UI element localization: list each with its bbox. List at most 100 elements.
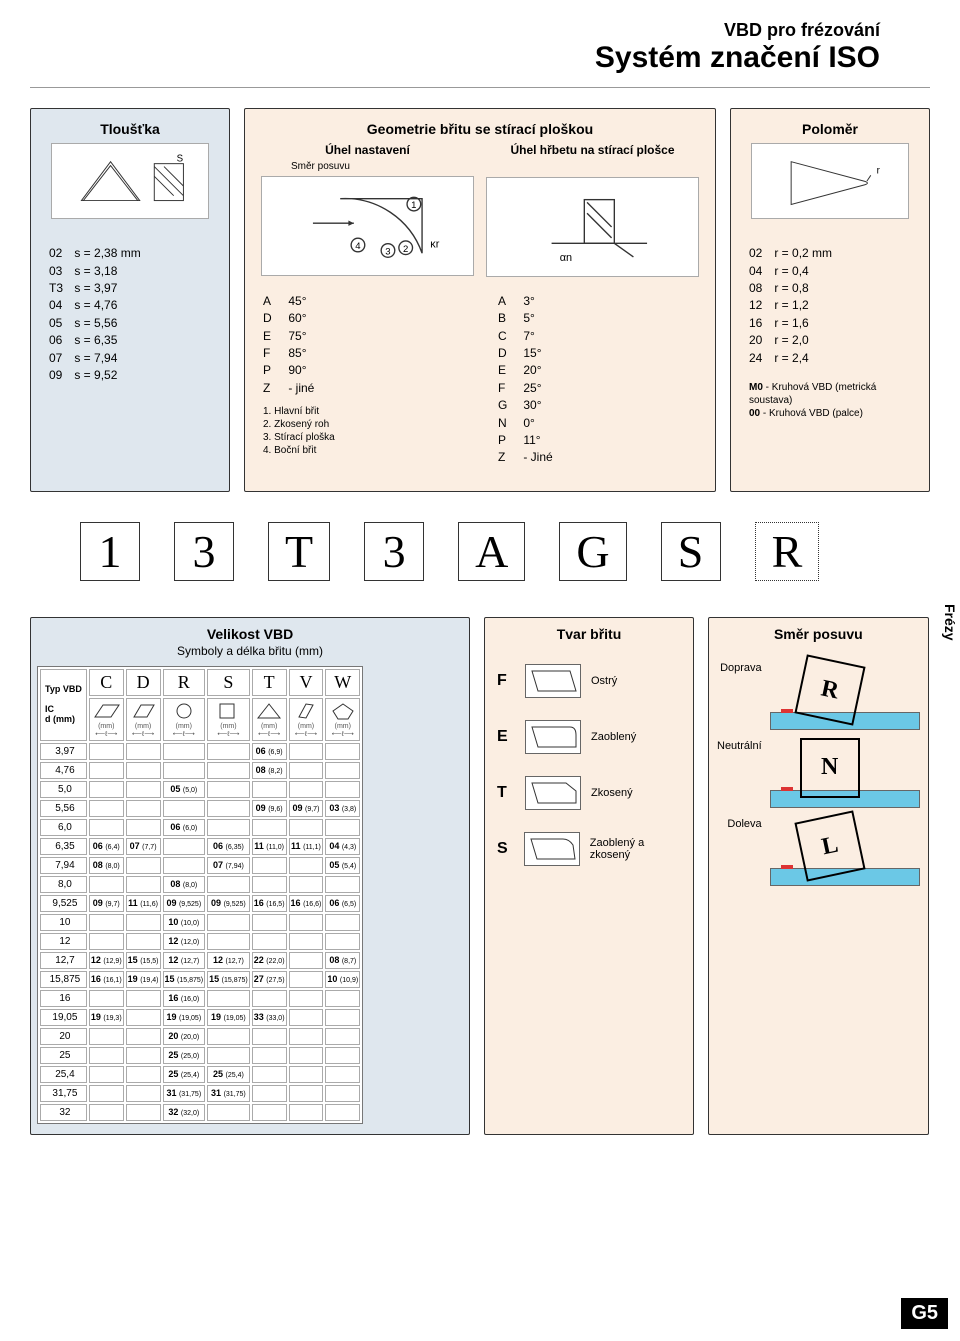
size-row: 19,0519 (19,3)19 (19,05)19 (19,05)33 (33… bbox=[40, 1009, 360, 1026]
code-box-3: 3 bbox=[364, 522, 424, 581]
radius-item: 16 r = 1,6 bbox=[749, 315, 911, 332]
shape-item-E: EZaoblený bbox=[497, 720, 681, 754]
header-line1: VBD pro frézování bbox=[30, 20, 880, 41]
size-row: 6,006 (6,0) bbox=[40, 819, 360, 836]
feed-item-N: NeutrálníN bbox=[717, 738, 920, 808]
svg-text:κr: κr bbox=[430, 239, 439, 251]
thickness-item: 06 s = 6,35 bbox=[49, 332, 211, 349]
svg-text:2: 2 bbox=[403, 244, 408, 255]
size-row: 8,008 (8,0) bbox=[40, 876, 360, 893]
thickness-item: 05 s = 5,56 bbox=[49, 315, 211, 332]
geom-angle-item: A 45° bbox=[263, 293, 462, 310]
side-tab-frezy: Frézy bbox=[940, 600, 960, 645]
geometry-box: Geometrie břitu se stírací ploškou Úhel … bbox=[244, 108, 716, 492]
code-strip: 13T3AGSR bbox=[80, 522, 930, 581]
shape-item-T: TZkosený bbox=[497, 776, 681, 810]
geom-relief-item: E 20° bbox=[498, 362, 697, 379]
thickness-diagram: S bbox=[51, 143, 209, 219]
code-box-0: 1 bbox=[80, 522, 140, 581]
shape-title: Tvar břitu bbox=[485, 618, 693, 650]
radius-notes: M0 - Kruhová VBD (metrická soustava)00 -… bbox=[749, 381, 911, 420]
size-row: 1212 (12,0) bbox=[40, 933, 360, 950]
size-row: 1616 (16,0) bbox=[40, 990, 360, 1007]
geom-relief-item: C 7° bbox=[498, 328, 697, 345]
svg-text:4: 4 bbox=[355, 241, 361, 252]
size-row: 31,7531 (31,75)31 (31,75) bbox=[40, 1085, 360, 1102]
geom-relief-item: P 11° bbox=[498, 432, 697, 449]
radius-item: 02 r = 0,2 mm bbox=[749, 245, 911, 262]
size-subtitle: Symboly a délka břitu (mm) bbox=[177, 644, 323, 658]
radius-item: 04 r = 0,4 bbox=[749, 263, 911, 280]
size-row: 5,005 (5,0) bbox=[40, 781, 360, 798]
shape-item-F: FOstrý bbox=[497, 664, 681, 698]
geometry-title: Geometrie břitu se stírací ploškou bbox=[245, 109, 715, 143]
geom-notes: 1. Hlavní břit2. Zkosený roh3. Stírací p… bbox=[263, 405, 462, 457]
geom-relief-item: G 30° bbox=[498, 397, 697, 414]
geom-angle-item: D 60° bbox=[263, 310, 462, 327]
geom-relief-item: N 0° bbox=[498, 415, 697, 432]
thickness-item: 02 s = 2,38 mm bbox=[49, 245, 211, 262]
size-row: 4,7608 (8,2) bbox=[40, 762, 360, 779]
code-box-7: R bbox=[755, 522, 820, 581]
code-box-1: 3 bbox=[174, 522, 234, 581]
geom-angle-item: F 85° bbox=[263, 345, 462, 362]
geom-relief-item: B 5° bbox=[498, 310, 697, 327]
size-row: 2525 (25,0) bbox=[40, 1047, 360, 1064]
size-row: 9,52509 (9,7)11 (11,6)09 (9,525)09 (9,52… bbox=[40, 895, 360, 912]
code-box-5: G bbox=[559, 522, 626, 581]
feed-panel: Směr posuvu DopravaRNeutrálníNDolevaL bbox=[708, 617, 929, 1135]
geom-relief-item: A 3° bbox=[498, 293, 697, 310]
feed-item-R: DopravaR bbox=[717, 660, 920, 730]
code-box-4: A bbox=[458, 522, 525, 581]
size-row: 1010 (10,0) bbox=[40, 914, 360, 931]
radius-title: Poloměr bbox=[731, 109, 929, 143]
svg-text:r: r bbox=[877, 165, 881, 176]
thickness-item: 09 s = 9,52 bbox=[49, 367, 211, 384]
geom-col1-title: Úhel nastavení bbox=[255, 143, 480, 157]
thickness-title: Tloušťka bbox=[31, 109, 229, 143]
thickness-item: 07 s = 7,94 bbox=[49, 350, 211, 367]
radius-list: 02 r = 0,2 mm04 r = 0,408 r = 0,812 r = … bbox=[731, 235, 929, 444]
size-row: 2020 (20,0) bbox=[40, 1028, 360, 1045]
geom-col2-title: Úhel hřbetu na stírací plošce bbox=[480, 143, 705, 157]
header-rule bbox=[30, 87, 930, 88]
radius-item: 20 r = 2,0 bbox=[749, 332, 911, 349]
geom-relief-item: D 15° bbox=[498, 345, 697, 362]
size-table: Typ VBDICd (mm)CDRSTVW(mm)⟵ℓ⟶(mm)⟵ℓ⟶(mm)… bbox=[37, 666, 363, 1124]
geom-diagram-1: 1 4 3 2 κr bbox=[261, 176, 474, 276]
radius-item: 08 r = 0,8 bbox=[749, 280, 911, 297]
geom-angle-item: P 90° bbox=[263, 362, 462, 379]
svg-text:3: 3 bbox=[385, 247, 390, 258]
thickness-item: 03 s = 3,18 bbox=[49, 263, 211, 280]
geom-col1-sub: Směr posuvu bbox=[255, 161, 480, 172]
radius-item: 24 r = 2,4 bbox=[749, 350, 911, 367]
top-row: Tloušťka S 02 s = 2,38 mm03 s = 3,18T3 s… bbox=[30, 108, 930, 492]
radius-diagram: r bbox=[751, 143, 909, 219]
page-header: VBD pro frézování Systém značení ISO bbox=[30, 20, 930, 75]
size-title: Velikost VBD Symboly a délka břitu (mm) bbox=[31, 618, 469, 666]
page-number: G5 bbox=[901, 1298, 948, 1329]
shape-panel: Tvar břitu FOstrýEZaoblenýTZkosenýSZaobl… bbox=[484, 617, 694, 1135]
geom-angle-item: Z - jiné bbox=[263, 380, 462, 397]
thickness-list: 02 s = 2,38 mm03 s = 3,18T3 s = 3,9704 s… bbox=[31, 235, 229, 408]
svg-text:1: 1 bbox=[411, 200, 416, 211]
size-row: 3,9706 (6,9) bbox=[40, 743, 360, 760]
size-row: 7,9408 (8,0)07 (7,94)05 (5,4) bbox=[40, 857, 360, 874]
svg-text:αn: αn bbox=[560, 252, 572, 264]
geom-relief-list: A 3°B 5°C 7°D 15°E 20°F 25°G 30°N 0°P 11… bbox=[480, 283, 715, 491]
feed-title: Směr posuvu bbox=[709, 618, 928, 650]
geom-relief-item: Z - Jiné bbox=[498, 449, 697, 466]
feed-list: DopravaRNeutrálníNDolevaL bbox=[709, 650, 928, 896]
size-row: 15,87516 (16,1)19 (19,4)15 (15,875)15 (1… bbox=[40, 971, 360, 988]
svg-text:S: S bbox=[177, 154, 184, 165]
header-line2: Systém značení ISO bbox=[30, 41, 880, 75]
radius-item: 12 r = 1,2 bbox=[749, 297, 911, 314]
radius-box: Poloměr r 02 r = 0,2 mm04 r = 0,408 r = … bbox=[730, 108, 930, 492]
thickness-item: 04 s = 4,76 bbox=[49, 297, 211, 314]
size-row: 6,3506 (6,4)07 (7,7)06 (6,35)11 (11,0)11… bbox=[40, 838, 360, 855]
size-row: 25,425 (25,4)25 (25,4) bbox=[40, 1066, 360, 1083]
geom-diagram-2: αn bbox=[486, 177, 699, 277]
size-row: 3232 (32,0) bbox=[40, 1104, 360, 1121]
code-box-6: S bbox=[661, 522, 721, 581]
thickness-item: T3 s = 3,97 bbox=[49, 280, 211, 297]
